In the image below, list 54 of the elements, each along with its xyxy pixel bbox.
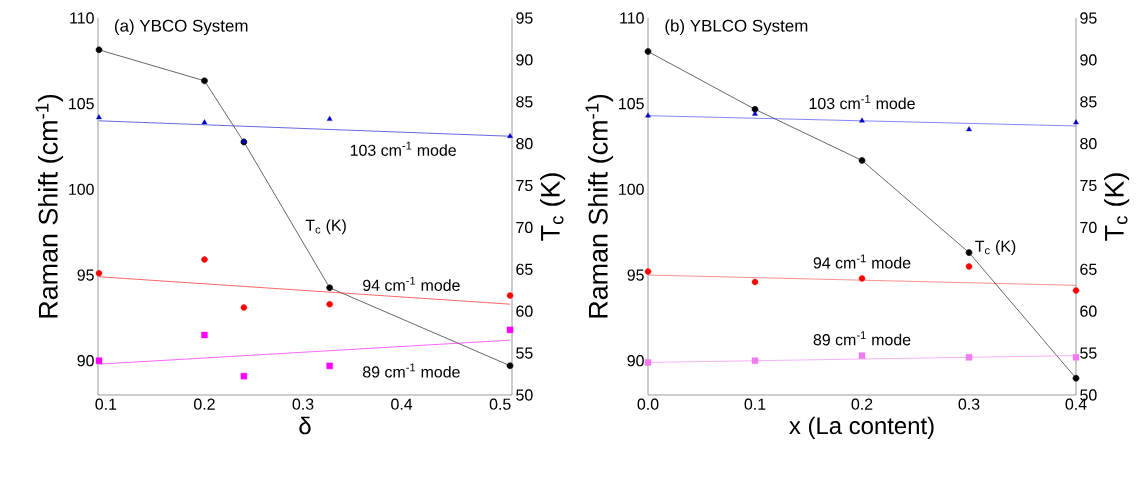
y2-tick-label: 85: [1080, 96, 1097, 108]
y-axis-title: Raman Shift (cm$^{-1}$): [585, 94, 614, 318]
series-label: 89 cm$^{-1}$ mode: [363, 363, 460, 378]
y2-tick-label: 70: [516, 221, 533, 234]
y2-tick-label: 55: [516, 347, 533, 359]
x-tick-label: 0.1: [744, 398, 766, 410]
y2-tick-label: 50: [516, 389, 533, 401]
y2-tick-label: 90: [1080, 54, 1097, 66]
y2-axis-title: T$_{c}$ (K): [1104, 173, 1130, 241]
y2-tick-label: 60: [516, 305, 533, 317]
y2-tick-label: 55: [1080, 347, 1097, 359]
y-tick-label: 90: [77, 355, 94, 367]
x-axis-title: x (La content): [789, 416, 934, 439]
y-tick-label: 110: [620, 12, 644, 24]
chart-title: (a) YBCO System: [114, 19, 248, 36]
y-tick-label: 100: [69, 183, 94, 195]
chart-title: (b) YBLCO System: [665, 19, 808, 36]
series-label: 103 cm$^{-1}$ mode: [350, 141, 456, 156]
y-tick-label: 90: [627, 355, 644, 367]
y-axis-title: Raman Shift (cm$^{-1}$): [35, 94, 64, 318]
y2-tick-label: 80: [516, 138, 533, 150]
series-label: T$_{c}$ (K): [305, 219, 346, 235]
series-label: 103 cm$^{-1}$ mode: [809, 95, 915, 110]
y2-tick-label: 75: [516, 179, 533, 192]
y2-tick-label: 95: [1080, 12, 1097, 24]
y2-tick-label: 75: [1080, 179, 1097, 192]
y2-tick-label: 90: [516, 54, 533, 66]
x-axis-title: δ: [299, 416, 311, 435]
series-label: 89 cm$^{-1}$ mode: [813, 331, 911, 346]
y-tick-label: 110: [70, 12, 94, 24]
x-tick-label: 0.3: [292, 398, 314, 410]
series-label: 94 cm$^{-1}$ mode: [363, 276, 460, 291]
x-tick-label: 0.3: [958, 398, 980, 410]
x-tick-label: 0.2: [851, 398, 873, 410]
y2-tick-label: 95: [516, 12, 533, 24]
x-tick-label: 0.2: [194, 398, 215, 410]
y-tick-label: 95: [627, 269, 644, 281]
y2-tick-label: 70: [1080, 221, 1097, 234]
series-label: T$_{c}$ (K): [975, 240, 1016, 255]
y2-tick-label: 80: [1080, 138, 1097, 150]
x-tick-label: 0.1: [95, 398, 117, 410]
y2-tick-label: 85: [516, 96, 533, 108]
x-tick-label: 0.5: [489, 398, 511, 410]
y2-tick-label: 65: [516, 263, 533, 275]
y-tick-label: 100: [619, 183, 644, 195]
x-tick-label: 0.4: [391, 398, 413, 410]
series-label: 94 cm$^{-1}$ mode: [813, 254, 911, 269]
y2-tick-label: 60: [1080, 305, 1097, 317]
y-tick-label: 95: [77, 269, 94, 281]
y-tick-label: 105: [619, 98, 644, 110]
y2-axis-title: T$_{c}$ (K): [540, 173, 566, 241]
y-tick-label: 105: [69, 98, 94, 110]
y2-tick-label: 65: [1080, 263, 1097, 275]
x-tick-label: 0.0: [637, 398, 659, 410]
